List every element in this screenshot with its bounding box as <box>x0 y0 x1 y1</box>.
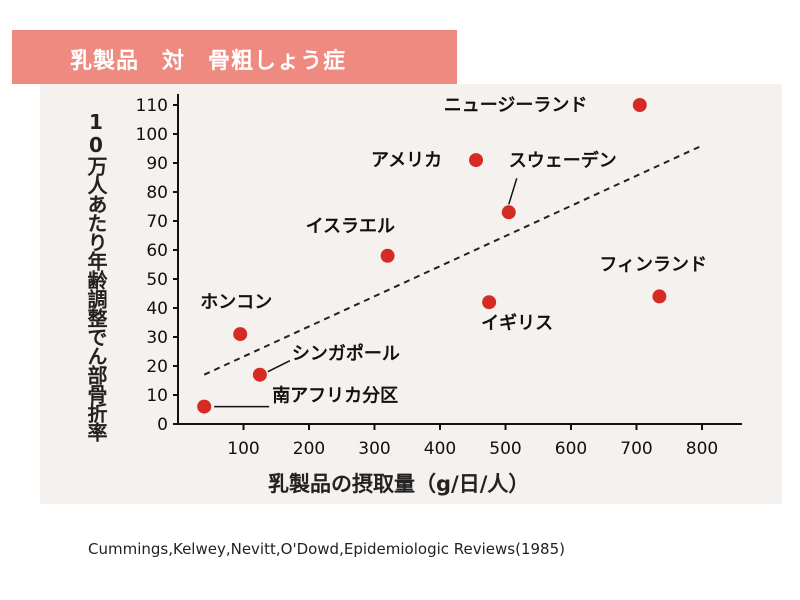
label-leader-line <box>267 360 291 373</box>
x-tick-label: 800 <box>686 439 718 459</box>
data-point <box>252 367 267 382</box>
y-tick-label: 100 <box>136 125 168 145</box>
x-tick-label: 400 <box>424 439 456 459</box>
data-label: 南アフリカ分区 <box>272 385 398 407</box>
chart-title: 乳製品 対 骨粗しょう症 <box>70 49 347 74</box>
y-tick-label: 50 <box>146 270 168 290</box>
y-tick-label: 20 <box>146 357 168 377</box>
data-point <box>632 98 647 112</box>
data-point <box>380 248 395 263</box>
x-tick-label: 200 <box>293 439 325 459</box>
x-tick-label: 700 <box>620 439 652 459</box>
data-point <box>652 289 667 304</box>
trendline <box>203 144 703 376</box>
y-tick-label: 60 <box>146 241 168 261</box>
x-tick-label: 500 <box>489 439 521 459</box>
data-label: フィンランド <box>599 254 707 275</box>
y-tick-label: 10 <box>146 386 168 406</box>
data-point <box>469 153 484 168</box>
data-point <box>197 399 212 414</box>
y-axis-label: 10万人あたり年齢調整でん部骨折率 <box>84 110 108 441</box>
data-point <box>233 327 248 342</box>
y-tick-label: 70 <box>146 212 168 232</box>
x-tick-label: 300 <box>358 439 390 459</box>
data-label: スウェーデン <box>509 149 617 171</box>
data-label: イスラエル <box>306 216 395 237</box>
data-point <box>482 295 497 310</box>
x-tick-label: 100 <box>227 439 259 459</box>
data-label: ホンコン <box>200 292 272 313</box>
data-label: シンガポール <box>292 343 400 365</box>
y-tick-label: 90 <box>146 154 168 174</box>
y-tick-label: 110 <box>136 96 168 116</box>
y-tick-label: 40 <box>146 299 168 319</box>
data-point <box>501 205 516 220</box>
data-label: ニュージーランド <box>444 95 588 116</box>
title-banner: 乳製品 対 骨粗しょう症 <box>12 30 457 84</box>
x-axis-label: 乳製品の摂取量（g/日/人） <box>268 472 530 496</box>
y-tick-label: 30 <box>146 328 168 348</box>
x-tick-label: 600 <box>555 439 587 459</box>
label-leader-line <box>508 178 518 205</box>
data-label: イギリス <box>481 313 553 334</box>
citation: Cummings,Kelwey,Nevitt,O'Dowd,Epidemiolo… <box>88 540 565 558</box>
y-tick-label: 80 <box>146 183 168 203</box>
y-tick-label: 0 <box>157 415 168 435</box>
data-label: アメリカ <box>371 150 442 171</box>
